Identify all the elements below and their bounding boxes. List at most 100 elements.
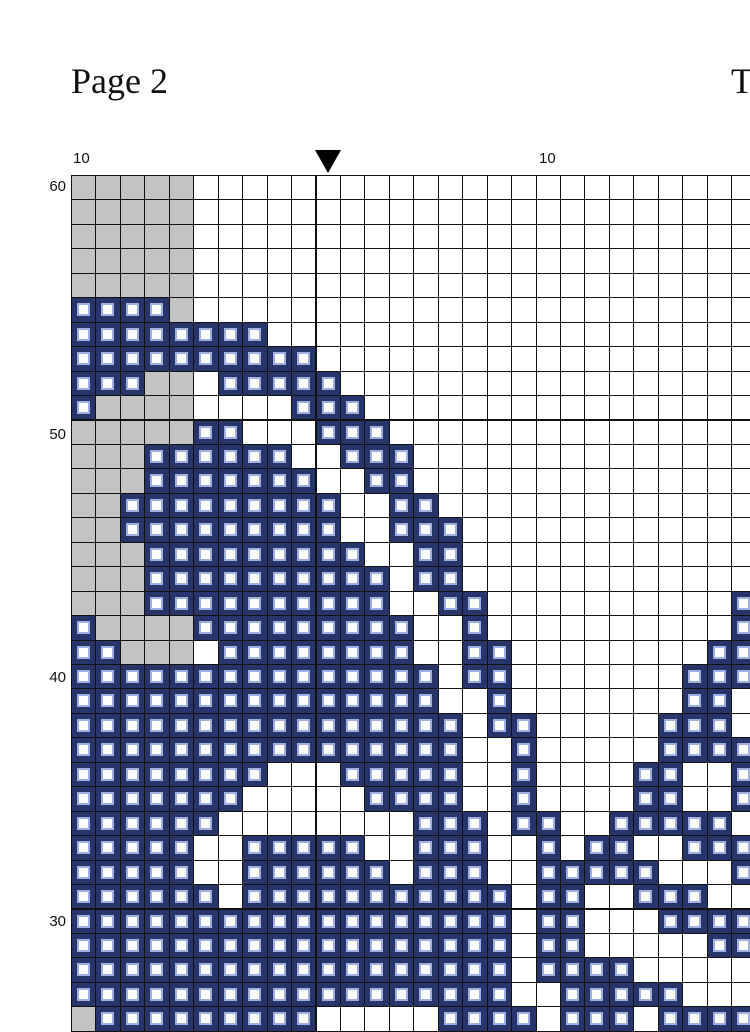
stitch-cell: [535, 957, 561, 983]
stitch-cell: [584, 859, 610, 886]
center-marker-triangle-icon: [315, 150, 341, 173]
empty-cell: [193, 395, 219, 421]
stitch-cell: [144, 835, 170, 861]
empty-cell: [706, 346, 733, 372]
empty-cell: [731, 223, 750, 250]
stitch-cell: [315, 908, 341, 934]
unused-cell: [144, 248, 170, 274]
empty-cell: [682, 248, 708, 274]
empty-cell: [706, 321, 733, 348]
empty-cell: [584, 468, 610, 494]
stitch-cell: [144, 932, 170, 959]
empty-cell: [388, 346, 415, 372]
stitch-cell: [71, 615, 97, 641]
unused-cell: [119, 199, 146, 225]
stitch-cell: [71, 932, 97, 959]
column-label: 10: [539, 150, 556, 167]
empty-cell: [511, 297, 537, 323]
empty-cell: [217, 835, 244, 861]
empty-cell: [584, 932, 610, 959]
stitch-cell: [731, 664, 750, 690]
empty-cell: [535, 981, 561, 1008]
empty-cell: [706, 884, 733, 910]
stitch-cell: [217, 786, 244, 812]
stitch-cell: [144, 590, 170, 617]
empty-cell: [584, 761, 610, 788]
unused-cell: [168, 419, 195, 445]
empty-cell: [364, 517, 390, 543]
stitch-cell: [71, 957, 97, 983]
empty-cell: [462, 199, 488, 225]
empty-cell: [657, 321, 684, 348]
empty-cell: [486, 492, 513, 519]
stitch-cell: [119, 786, 146, 812]
stitch-cell: [437, 541, 464, 568]
empty-cell: [657, 419, 684, 445]
stitch-cell: [706, 908, 733, 934]
stitch-cell: [119, 835, 146, 861]
empty-cell: [584, 297, 610, 323]
stitch-cell: [339, 981, 366, 1008]
unused-cell: [71, 566, 97, 592]
stitch-cell: [144, 761, 170, 788]
stitch-cell: [119, 664, 146, 690]
empty-cell: [731, 517, 750, 543]
unused-cell: [71, 1006, 97, 1032]
empty-cell: [633, 443, 659, 470]
stitch-cell: [242, 688, 268, 714]
stitch-cell: [95, 810, 121, 837]
empty-cell: [315, 468, 341, 494]
empty-cell: [682, 517, 708, 543]
empty-cell: [633, 932, 659, 959]
empty-cell: [682, 590, 708, 617]
empty-cell: [608, 346, 635, 372]
stitch-cell: [388, 712, 415, 739]
stitch-cell: [119, 370, 146, 397]
empty-cell: [560, 419, 586, 445]
empty-cell: [291, 761, 317, 788]
stitch-cell: [584, 957, 610, 983]
stitch-cell: [633, 859, 659, 886]
empty-cell: [657, 835, 684, 861]
empty-cell: [731, 957, 750, 983]
empty-cell: [413, 248, 439, 274]
empty-cell: [682, 981, 708, 1008]
stitch-cell: [706, 639, 733, 665]
stitch-cell: [95, 786, 121, 812]
empty-cell: [388, 223, 415, 250]
stitch-cell: [364, 443, 390, 470]
stitch-cell: [486, 908, 513, 934]
stitch-cell: [315, 932, 341, 959]
stitch-cell: [657, 908, 684, 934]
stitch-cell: [315, 884, 341, 910]
empty-cell: [315, 786, 341, 812]
stitch-cell: [339, 688, 366, 714]
stitch-cell: [560, 981, 586, 1008]
empty-cell: [511, 541, 537, 568]
empty-cell: [608, 419, 635, 445]
stitch-cell: [364, 908, 390, 934]
stitch-cell: [95, 321, 121, 348]
empty-cell: [608, 590, 635, 617]
empty-cell: [388, 297, 415, 323]
empty-cell: [535, 761, 561, 788]
unused-cell: [119, 175, 146, 201]
empty-cell: [706, 517, 733, 543]
stitch-cell: [462, 664, 488, 690]
stitch-cell: [657, 737, 684, 763]
stitch-cell: [633, 884, 659, 910]
stitch-cell: [364, 932, 390, 959]
empty-cell: [731, 370, 750, 397]
stitch-cell: [242, 712, 268, 739]
empty-cell: [511, 419, 537, 445]
empty-cell: [535, 468, 561, 494]
stitch-cell: [437, 981, 464, 1008]
stitch-cell: [168, 908, 195, 934]
empty-cell: [584, 492, 610, 519]
empty-cell: [535, 419, 561, 445]
stitch-cell: [364, 737, 390, 763]
empty-cell: [535, 248, 561, 274]
unused-cell: [95, 590, 121, 617]
empty-cell: [511, 957, 537, 983]
empty-cell: [584, 590, 610, 617]
